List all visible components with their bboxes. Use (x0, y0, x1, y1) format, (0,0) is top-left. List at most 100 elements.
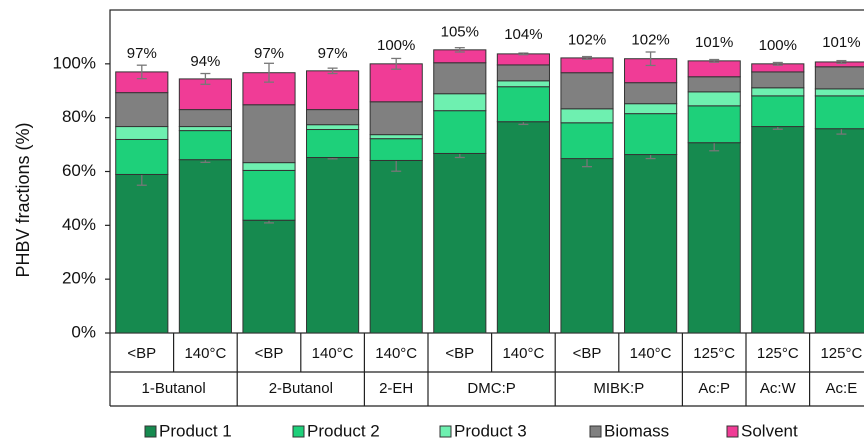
bar-segment (687, 91, 741, 107)
bar-segment (433, 152, 487, 334)
total-label: 97% (254, 45, 284, 62)
bar-segment (751, 87, 805, 97)
bar-segment (369, 134, 423, 140)
bar-segment (242, 219, 296, 334)
bar-segment (242, 169, 296, 221)
error-bar (709, 58, 720, 63)
bar-segment (178, 109, 232, 128)
legend-swatch (589, 425, 602, 438)
bar-segment (624, 113, 678, 156)
error-bar (264, 62, 274, 83)
bar-segment (814, 66, 864, 90)
total-label: 97% (127, 45, 157, 62)
legend-label: Product 3 (454, 421, 527, 440)
bar-segment (433, 62, 487, 95)
bar-segment (751, 71, 805, 89)
bar-segment (624, 82, 678, 105)
x-tick-label: <BP (255, 345, 284, 362)
error-bar (136, 64, 147, 80)
total-label: 102% (631, 31, 669, 48)
bar-segment (687, 105, 741, 144)
bar-segment (306, 70, 360, 111)
bar-segment (624, 154, 678, 334)
y-tick-label: 80% (62, 107, 96, 126)
bar-segment (369, 63, 423, 103)
bar-segment (242, 162, 296, 171)
error-bar (836, 59, 847, 64)
bar-segment (814, 88, 864, 97)
bar-segment (306, 124, 360, 131)
x-tick-label: 140°C (312, 345, 354, 362)
legend-swatch (439, 425, 452, 438)
x-tick-label: <BP (573, 345, 602, 362)
total-label: 101% (822, 34, 860, 51)
legend-label: Product 1 (159, 421, 232, 440)
bar-segment (751, 126, 805, 334)
y-axis-label: PHBV fractions (%) (13, 122, 33, 277)
bar-segment (178, 130, 232, 161)
group-label: 2-EH (379, 380, 413, 397)
x-tick-label: <BP (127, 345, 156, 362)
bar-segment (496, 86, 550, 123)
bar-segment (306, 157, 360, 334)
bar-segment (560, 108, 614, 124)
bar-segment (242, 104, 296, 164)
total-label: 100% (377, 37, 415, 54)
legend-label: Biomass (604, 421, 669, 440)
y-tick-label: 60% (62, 161, 96, 180)
x-tick-label: 140°C (184, 345, 226, 362)
x-tick-label: 125°C (820, 345, 862, 362)
error-bar (518, 52, 529, 56)
bar-segment (433, 93, 487, 112)
bar-segment (560, 122, 614, 160)
bar-segment (496, 80, 550, 88)
error-bar (200, 72, 211, 85)
x-tick-label: 140°C (630, 345, 672, 362)
error-bar (645, 51, 656, 67)
bar-segment (687, 60, 741, 78)
group-label: DMC:P (467, 380, 515, 397)
bar-segment (306, 109, 360, 126)
bar-segment (814, 128, 864, 334)
x-tick-label: 125°C (693, 345, 735, 362)
error-bar (391, 57, 402, 70)
group-label: 2-Butanol (269, 380, 333, 397)
bar-segment (115, 126, 169, 140)
bar-segment (496, 53, 550, 66)
legend-swatch (726, 425, 739, 438)
error-bar (454, 47, 465, 53)
total-label: 100% (759, 37, 797, 54)
legend-swatch (144, 425, 157, 438)
x-tick-label: 125°C (757, 345, 799, 362)
bar-segment (369, 159, 423, 334)
group-label: Ac:W (760, 380, 797, 397)
bar-segment (306, 129, 360, 159)
x-tick-label: 140°C (375, 345, 417, 362)
y-tick-label: 20% (62, 269, 96, 288)
bar-segment (687, 142, 741, 334)
group-label: 1-Butanol (141, 380, 205, 397)
bar-segment (687, 76, 741, 93)
bar-segment (560, 57, 614, 74)
x-tick-label: <BP (445, 345, 474, 362)
bar-segment (433, 110, 487, 154)
y-tick-label: 100% (53, 53, 96, 72)
total-label: 97% (318, 45, 348, 62)
total-label: 105% (441, 23, 479, 40)
group-label: Ac:E (826, 380, 858, 397)
bar-segment (814, 95, 864, 130)
bar-segment (496, 121, 550, 334)
bar-segment (496, 64, 550, 82)
error-bar (327, 67, 338, 75)
total-label: 102% (568, 31, 606, 48)
bar-segment (115, 173, 169, 334)
legend-label: Product 2 (307, 421, 380, 440)
error-bar (582, 55, 592, 60)
bar-segment (560, 72, 614, 110)
bar-segment (178, 159, 232, 334)
bar-segment (624, 103, 678, 115)
bar-segment (115, 92, 169, 128)
total-label: 104% (504, 26, 542, 43)
y-tick-label: 40% (62, 215, 96, 234)
